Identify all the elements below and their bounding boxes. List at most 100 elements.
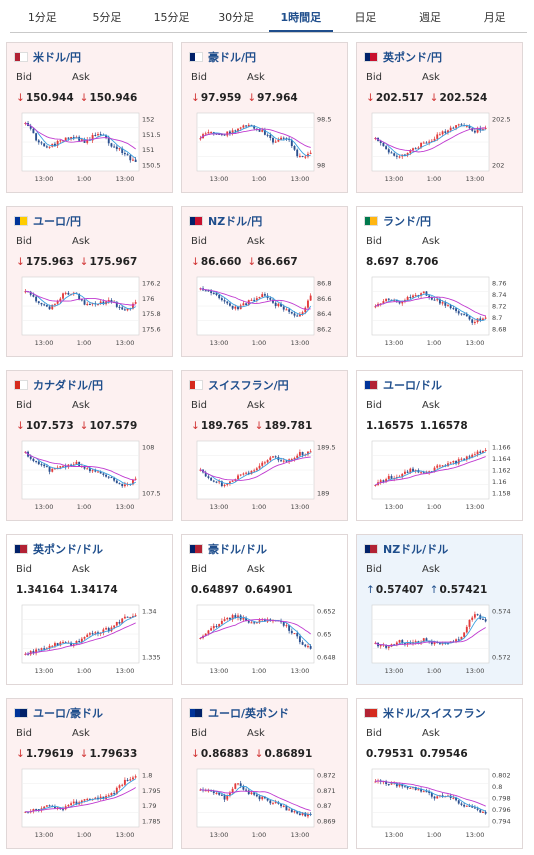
bid-value: 0.79531 bbox=[366, 748, 414, 760]
mini-candlestick-chart[interactable]: 176.2 176 175.8 175.6 13:00 1:00 13:00 bbox=[12, 272, 169, 353]
pair-name[interactable]: NZドル/ドル bbox=[383, 543, 449, 556]
rate-card[interactable]: ユーロ/豪ドル Bid Ask ↓1.79619 ↓1.79633 1.8 1.795 1.7… bbox=[6, 698, 173, 849]
candle bbox=[86, 633, 89, 638]
price-values: ↓97.959 ↓97.964 bbox=[191, 92, 298, 104]
mini-candlestick-chart[interactable]: 152 151.5 151 150.5 13:00 1:00 13:00 bbox=[12, 108, 169, 189]
candle bbox=[121, 483, 124, 488]
pair-name[interactable]: 英ポンド/ドル bbox=[33, 543, 104, 556]
ma-long-line bbox=[25, 787, 136, 813]
pair-name[interactable]: スイスフラン/円 bbox=[208, 379, 289, 392]
price-values: 8.697 8.706 bbox=[366, 256, 438, 268]
tab-4[interactable]: 1時間足 bbox=[268, 6, 334, 32]
candle bbox=[110, 476, 113, 479]
pair-name[interactable]: ユーロ/円 bbox=[33, 215, 82, 228]
rate-card[interactable]: 米ドル/円 Bid Ask ↓150.944 ↓150.946 152 151.5 151 15… bbox=[6, 42, 173, 193]
pair-name[interactable]: 英ポンド/円 bbox=[383, 51, 443, 64]
rate-card[interactable]: 英ポンド/ドル Bid Ask 1.34164 1.34174 1.34 1.335 13:0… bbox=[6, 534, 173, 685]
tab-7[interactable]: 月足 bbox=[483, 11, 506, 24]
ask-value: 0.57421 bbox=[439, 584, 488, 596]
rate-card[interactable]: 豪ドル/円 Bid Ask ↓97.959 ↓97.964 98.5 98 13:00 1:00… bbox=[181, 42, 348, 193]
x-tick-label: 1:00 bbox=[77, 175, 92, 183]
candle bbox=[473, 451, 476, 456]
price-labels: Bid Ask bbox=[191, 400, 265, 411]
rate-card[interactable]: カナダドル/円 Bid Ask ↓107.573 ↓107.579 108 107.5 13:… bbox=[6, 370, 173, 521]
candle bbox=[382, 141, 385, 147]
bid-value: 97.959 bbox=[200, 92, 242, 104]
candle bbox=[110, 142, 113, 148]
pair-name[interactable]: 米ドル/スイスフラン bbox=[383, 707, 486, 720]
mini-candlestick-chart[interactable]: 0.652 0.65 0.648 13:00 1:00 13:00 bbox=[187, 600, 344, 681]
mini-candlestick-chart[interactable]: 98.5 98 13:00 1:00 13:00 bbox=[187, 108, 344, 189]
tab-0[interactable]: 1分足 bbox=[27, 11, 57, 24]
candle bbox=[387, 783, 390, 786]
pair-name[interactable]: 米ドル/円 bbox=[33, 51, 82, 64]
candle bbox=[107, 626, 110, 633]
candle bbox=[94, 132, 97, 137]
y-tick-label: 0.652 bbox=[317, 608, 336, 616]
y-tick-label: 0.798 bbox=[492, 795, 511, 803]
candle bbox=[32, 457, 35, 463]
rate-card[interactable]: ユーロ/円 Bid Ask ↓175.963 ↓175.967 176.2 176 175.8… bbox=[6, 206, 173, 357]
rate-card[interactable]: 英ポンド/円 Bid Ask ↓202.517 ↓202.524 202.5 202 13:0… bbox=[356, 42, 523, 193]
candle bbox=[245, 471, 248, 476]
candle bbox=[102, 472, 105, 477]
candle bbox=[263, 292, 266, 297]
candle bbox=[32, 127, 35, 134]
arrow-down-icon: ↓ bbox=[79, 748, 89, 760]
tab-1[interactable]: 5分足 bbox=[92, 11, 122, 24]
rate-card[interactable]: スイスフラン/円 Bid Ask ↓189.765 ↓189.781 189.5 189 13… bbox=[181, 370, 348, 521]
candle bbox=[457, 636, 460, 642]
tab-6[interactable]: 週足 bbox=[419, 11, 442, 24]
mini-candlestick-chart[interactable]: 108 107.5 13:00 1:00 13:00 bbox=[12, 436, 169, 517]
pair-name[interactable]: カナダドル/円 bbox=[33, 379, 104, 392]
rate-card[interactable]: ユーロ/英ポンド Bid Ask ↓0.86883 ↓0.86891 0.872 0.871… bbox=[181, 698, 348, 849]
candle bbox=[51, 304, 54, 310]
mini-candlestick-chart[interactable]: 86.8 86.6 86.4 86.2 13:00 1:00 13:00 bbox=[187, 272, 344, 353]
candle bbox=[409, 294, 412, 300]
candle bbox=[223, 483, 226, 488]
candle bbox=[40, 302, 43, 307]
rate-card[interactable]: ユーロ/ドル Bid Ask 1.16575 1.16578 1.166 1.164 1.16… bbox=[356, 370, 523, 521]
candle bbox=[307, 812, 309, 819]
tab-2[interactable]: 15分足 bbox=[153, 11, 190, 24]
card-header: カナダドル/円 bbox=[14, 377, 103, 393]
mini-candlestick-chart[interactable]: 189.5 189 13:00 1:00 13:00 bbox=[187, 436, 344, 517]
pair-name[interactable]: ユーロ/豪ドル bbox=[33, 707, 104, 720]
pair-name[interactable]: ユーロ/ドル bbox=[383, 379, 443, 392]
arrow-down-icon: ↓ bbox=[366, 92, 375, 104]
flag-icon bbox=[364, 380, 378, 390]
candle bbox=[86, 301, 89, 306]
rate-card[interactable]: NZドル/円 Bid Ask ↓86.660 ↓86.667 86.8 86.6 86.4 86… bbox=[181, 206, 348, 357]
mini-candlestick-chart[interactable]: 0.802 0.8 0.798 0.796 0.794 13:00 1:00 13:00 bbox=[362, 764, 519, 845]
rate-card[interactable]: NZドル/ドル Bid Ask ↑0.57407 ↑0.57421 0.574 0.572 1… bbox=[356, 534, 523, 685]
bid-value: 150.944 bbox=[25, 92, 74, 104]
mini-candlestick-chart[interactable]: 0.872 0.871 0.87 0.869 13:00 1:00 13:00 bbox=[187, 764, 344, 845]
mini-candlestick-chart[interactable]: 0.574 0.572 13:00 1:00 13:00 bbox=[362, 600, 519, 681]
pair-name[interactable]: ユーロ/英ポンド bbox=[208, 707, 290, 720]
candle bbox=[298, 153, 301, 158]
pair-name[interactable]: 豪ドル/円 bbox=[208, 51, 257, 64]
mini-candlestick-chart[interactable]: 1.8 1.795 1.79 1.785 13:00 1:00 13:00 bbox=[12, 764, 169, 845]
candle bbox=[293, 145, 296, 151]
mini-candlestick-chart[interactable]: 1.34 1.335 13:00 1:00 13:00 bbox=[12, 600, 169, 681]
pair-name[interactable]: NZドル/円 bbox=[208, 215, 263, 228]
mini-candlestick-chart[interactable]: 202.5 202 13:00 1:00 13:00 bbox=[362, 108, 519, 189]
y-tick-label: 175.8 bbox=[142, 310, 161, 318]
rate-card[interactable]: 豪ドル/ドル Bid Ask 0.64897 0.64901 0.652 0.65 0.648… bbox=[181, 534, 348, 685]
pair-name[interactable]: ランド/円 bbox=[383, 215, 432, 228]
pair-name[interactable]: 豪ドル/ドル bbox=[208, 543, 268, 556]
candle bbox=[387, 298, 390, 301]
ask-label: Ask bbox=[72, 564, 90, 575]
candle bbox=[204, 131, 207, 135]
ask-label: Ask bbox=[247, 400, 265, 411]
candle bbox=[121, 617, 124, 624]
candle bbox=[301, 640, 304, 646]
card-header: 米ドル/円 bbox=[14, 49, 81, 65]
rate-card[interactable]: ランド/円 Bid Ask 8.697 8.706 8.76 8.74 8.72 8.7 8.68… bbox=[356, 206, 523, 357]
rate-card[interactable]: 米ドル/スイスフラン Bid Ask 0.79531 0.79546 0.802 0.8 0.… bbox=[356, 698, 523, 849]
tab-3[interactable]: 30分足 bbox=[218, 11, 255, 24]
tab-5[interactable]: 日足 bbox=[354, 11, 377, 24]
mini-candlestick-chart[interactable]: 1.166 1.164 1.162 1.16 1.158 13:00 1:00 13:00 bbox=[362, 436, 519, 517]
candle bbox=[237, 783, 239, 786]
mini-candlestick-chart[interactable]: 8.76 8.74 8.72 8.7 8.68 13:00 1:00 13:00 bbox=[362, 272, 519, 353]
